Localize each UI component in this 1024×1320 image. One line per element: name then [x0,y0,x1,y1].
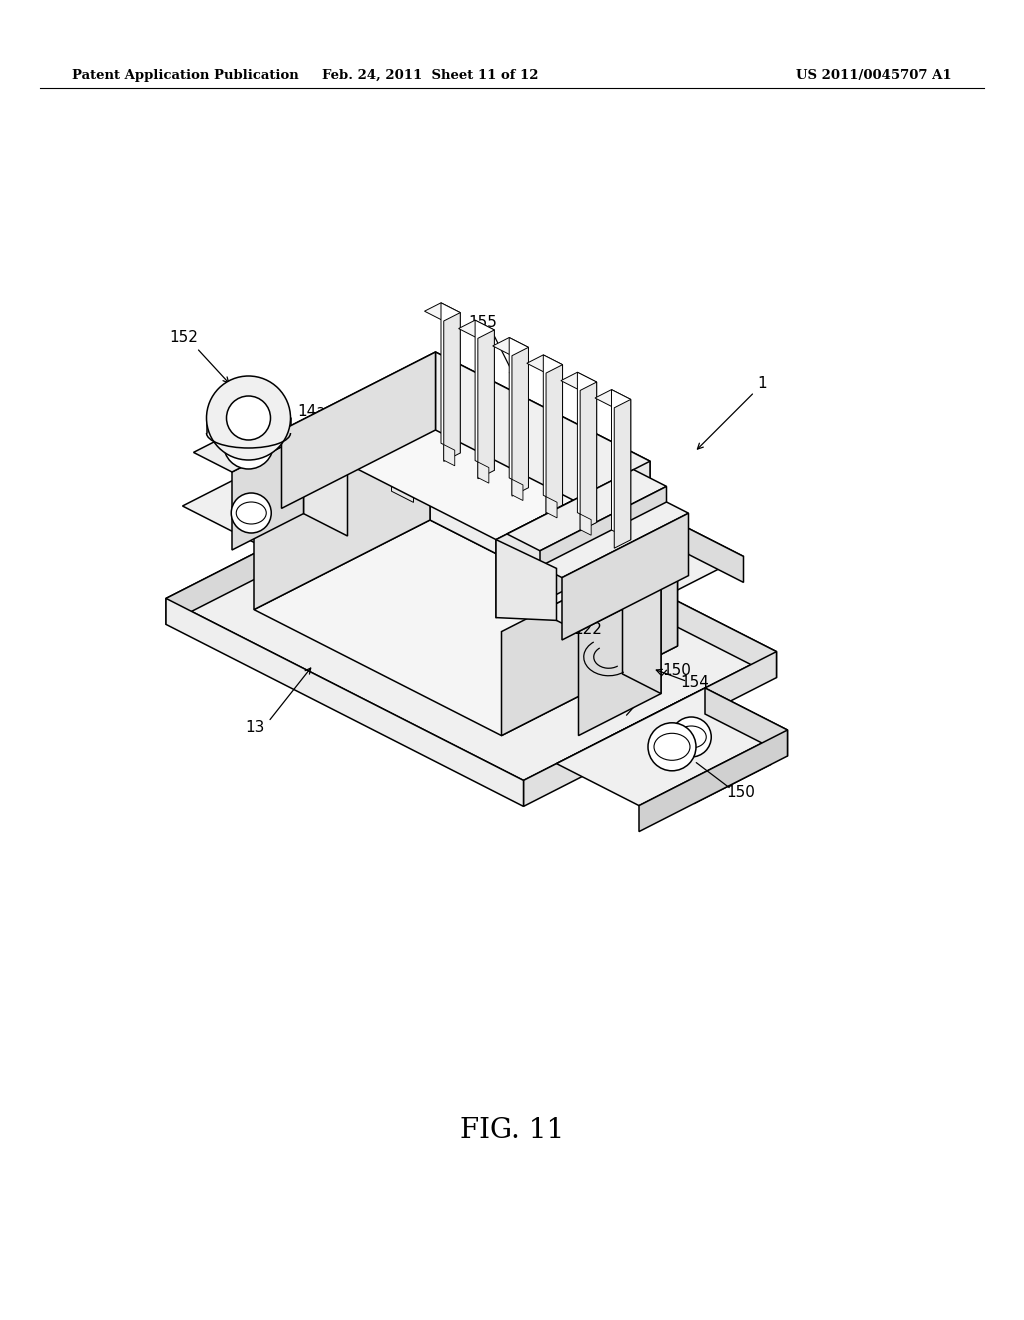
Polygon shape [611,389,631,540]
Ellipse shape [654,734,690,760]
Polygon shape [502,543,678,735]
Ellipse shape [237,502,266,524]
Text: 150: 150 [663,663,691,677]
Polygon shape [232,436,303,550]
Polygon shape [578,372,597,523]
Text: 13: 13 [246,721,264,735]
Polygon shape [303,436,347,536]
Text: 1501: 1501 [652,543,691,557]
Ellipse shape [676,726,707,748]
Polygon shape [282,352,435,508]
Polygon shape [561,372,597,391]
Polygon shape [523,652,776,807]
Polygon shape [493,338,528,355]
Polygon shape [529,486,743,595]
Polygon shape [182,478,319,548]
Polygon shape [579,590,662,735]
Polygon shape [419,470,776,677]
Polygon shape [443,445,455,466]
Polygon shape [544,355,562,506]
Polygon shape [375,453,397,484]
Polygon shape [526,355,562,374]
Text: 122: 122 [573,622,602,638]
Circle shape [231,492,271,533]
Polygon shape [606,486,743,582]
Polygon shape [540,502,688,578]
Polygon shape [478,462,488,483]
Text: 150: 150 [727,785,756,800]
Circle shape [226,396,270,440]
Polygon shape [540,486,667,603]
Text: US 2011/0045707 A1: US 2011/0045707 A1 [797,69,952,82]
Circle shape [223,418,273,469]
Polygon shape [232,436,347,495]
Text: Feb. 24, 2011  Sheet 11 of 12: Feb. 24, 2011 Sheet 11 of 12 [322,69,539,82]
Text: 152: 152 [169,330,198,346]
Polygon shape [705,688,787,756]
Polygon shape [581,513,591,535]
Polygon shape [512,347,528,496]
Text: 1: 1 [758,376,767,392]
Polygon shape [459,321,495,338]
Polygon shape [443,313,460,462]
Text: 154: 154 [680,675,710,690]
Polygon shape [254,416,430,610]
Polygon shape [282,352,650,540]
Polygon shape [435,352,650,539]
Polygon shape [430,416,678,645]
Polygon shape [581,381,597,531]
Polygon shape [540,570,662,631]
Polygon shape [254,520,678,735]
Polygon shape [166,598,523,807]
Polygon shape [556,688,787,805]
Polygon shape [512,479,523,500]
Polygon shape [194,416,303,473]
Polygon shape [238,478,319,546]
Polygon shape [441,302,460,453]
Circle shape [614,519,658,564]
Polygon shape [595,389,631,408]
Polygon shape [623,570,662,693]
Ellipse shape [620,528,652,553]
Text: 153: 153 [591,578,620,593]
Polygon shape [546,364,562,513]
Polygon shape [478,330,495,479]
Polygon shape [694,738,771,804]
Polygon shape [496,540,556,620]
Polygon shape [166,470,776,780]
Polygon shape [475,321,495,470]
Polygon shape [166,470,419,624]
Polygon shape [614,400,631,548]
Circle shape [207,376,291,459]
Text: 1502: 1502 [631,495,670,511]
Text: 14a: 14a [298,404,327,420]
Circle shape [648,723,696,771]
Polygon shape [639,730,787,832]
Polygon shape [611,697,771,777]
Text: Patent Application Publication: Patent Application Publication [72,69,299,82]
Circle shape [672,717,712,756]
Polygon shape [391,470,414,503]
Polygon shape [546,496,557,517]
Text: FIG. 11: FIG. 11 [460,1117,564,1143]
Polygon shape [425,302,460,321]
Polygon shape [562,513,688,640]
Polygon shape [688,697,771,764]
Text: 155: 155 [468,315,497,330]
Polygon shape [507,470,667,550]
Polygon shape [496,461,650,618]
Polygon shape [509,338,528,487]
